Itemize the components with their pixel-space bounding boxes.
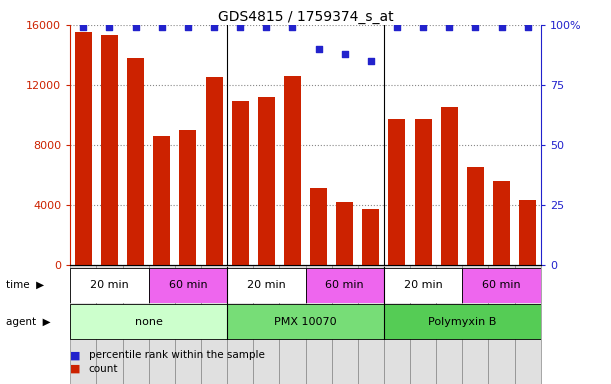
- Point: [104, 24, 114, 30]
- Text: 60 min: 60 min: [482, 280, 521, 290]
- Point: [497, 24, 507, 30]
- FancyBboxPatch shape: [332, 265, 358, 384]
- Bar: [70, 304, 227, 339]
- Bar: [441, 108, 458, 265]
- Text: 20 min: 20 min: [404, 280, 442, 290]
- Text: PMX 10070: PMX 10070: [274, 316, 337, 327]
- Point: [262, 24, 271, 30]
- FancyBboxPatch shape: [148, 265, 175, 384]
- Text: GDS4815 / 1759374_s_at: GDS4815 / 1759374_s_at: [218, 10, 393, 23]
- Bar: [180, 130, 196, 265]
- FancyBboxPatch shape: [358, 265, 384, 384]
- Bar: [519, 200, 536, 265]
- Bar: [493, 181, 510, 265]
- Point: [419, 24, 428, 30]
- Bar: [463, 268, 541, 303]
- Text: count: count: [89, 364, 118, 374]
- Point: [235, 24, 245, 30]
- Bar: [415, 119, 431, 265]
- Bar: [101, 35, 118, 265]
- Point: [392, 24, 402, 30]
- Text: ■: ■: [70, 364, 81, 374]
- Bar: [284, 76, 301, 265]
- Point: [78, 24, 88, 30]
- Point: [209, 24, 219, 30]
- Bar: [148, 268, 227, 303]
- Text: ■: ■: [70, 350, 81, 360]
- FancyBboxPatch shape: [70, 265, 97, 384]
- Text: time  ▶: time ▶: [6, 280, 44, 290]
- Point: [523, 24, 533, 30]
- Text: 60 min: 60 min: [169, 280, 207, 290]
- Bar: [384, 268, 463, 303]
- FancyBboxPatch shape: [97, 265, 123, 384]
- Text: agent  ▶: agent ▶: [6, 316, 51, 327]
- Point: [366, 58, 376, 64]
- FancyBboxPatch shape: [436, 265, 463, 384]
- Text: percentile rank within the sample: percentile rank within the sample: [89, 350, 265, 360]
- FancyBboxPatch shape: [227, 265, 253, 384]
- Point: [444, 24, 454, 30]
- Bar: [153, 136, 170, 265]
- Text: none: none: [135, 316, 163, 327]
- Text: 20 min: 20 min: [90, 280, 129, 290]
- FancyBboxPatch shape: [384, 265, 410, 384]
- Bar: [227, 268, 306, 303]
- Bar: [227, 304, 384, 339]
- Bar: [232, 101, 249, 265]
- Bar: [467, 167, 484, 265]
- FancyBboxPatch shape: [279, 265, 306, 384]
- FancyBboxPatch shape: [514, 265, 541, 384]
- Bar: [127, 58, 144, 265]
- FancyBboxPatch shape: [175, 265, 201, 384]
- Point: [157, 24, 167, 30]
- Point: [470, 24, 480, 30]
- FancyBboxPatch shape: [201, 265, 227, 384]
- FancyBboxPatch shape: [410, 265, 436, 384]
- Bar: [389, 119, 406, 265]
- Point: [288, 24, 298, 30]
- Point: [183, 24, 193, 30]
- Text: Polymyxin B: Polymyxin B: [428, 316, 497, 327]
- Bar: [70, 268, 148, 303]
- Text: 60 min: 60 min: [326, 280, 364, 290]
- Bar: [205, 78, 222, 265]
- Point: [131, 24, 141, 30]
- Point: [340, 51, 349, 57]
- FancyBboxPatch shape: [463, 265, 488, 384]
- Point: [313, 46, 323, 52]
- Bar: [310, 189, 327, 265]
- FancyBboxPatch shape: [488, 265, 514, 384]
- FancyBboxPatch shape: [253, 265, 279, 384]
- Bar: [258, 97, 275, 265]
- Text: 20 min: 20 min: [247, 280, 286, 290]
- Bar: [306, 268, 384, 303]
- Bar: [362, 209, 379, 265]
- FancyBboxPatch shape: [306, 265, 332, 384]
- Bar: [75, 33, 92, 265]
- FancyBboxPatch shape: [123, 265, 148, 384]
- Bar: [336, 202, 353, 265]
- Bar: [384, 304, 541, 339]
